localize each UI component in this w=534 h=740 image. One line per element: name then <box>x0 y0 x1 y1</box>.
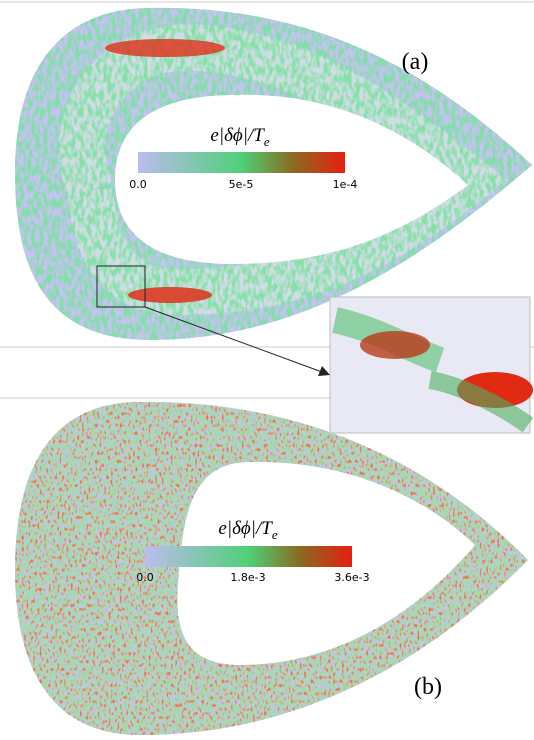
panel-b: e|δϕ|/Te 0.0 1.8e-3 3.6e-3 (b) <box>0 398 534 740</box>
colorbar-tick: 1e-4 <box>333 178 358 191</box>
colorbar <box>145 546 352 567</box>
colorbar-tick: 3.6e-3 <box>334 571 369 584</box>
colorbar-tick: 0.0 <box>136 571 154 584</box>
colorbar-tick: 1.8e-3 <box>230 571 265 584</box>
figure: e|δϕ|/Te 0.0 5e-5 1e-4 (a) e|δϕ|/Te 0.0 … <box>0 0 534 740</box>
zoom-inset <box>330 297 533 433</box>
panel-label: (b) <box>414 674 442 700</box>
colorbar-tick: 5e-5 <box>229 178 254 191</box>
colorbar <box>138 152 345 173</box>
colorbar-title: e|δϕ|/Te <box>218 518 277 542</box>
panel-a: e|δϕ|/Te 0.0 5e-5 1e-4 (a) <box>0 0 534 433</box>
panel-label: (a) <box>402 49 429 75</box>
colorbar-title: e|δϕ|/Te <box>210 125 269 149</box>
turbulence-field <box>0 398 534 740</box>
colorbar-tick: 0.0 <box>129 178 147 191</box>
